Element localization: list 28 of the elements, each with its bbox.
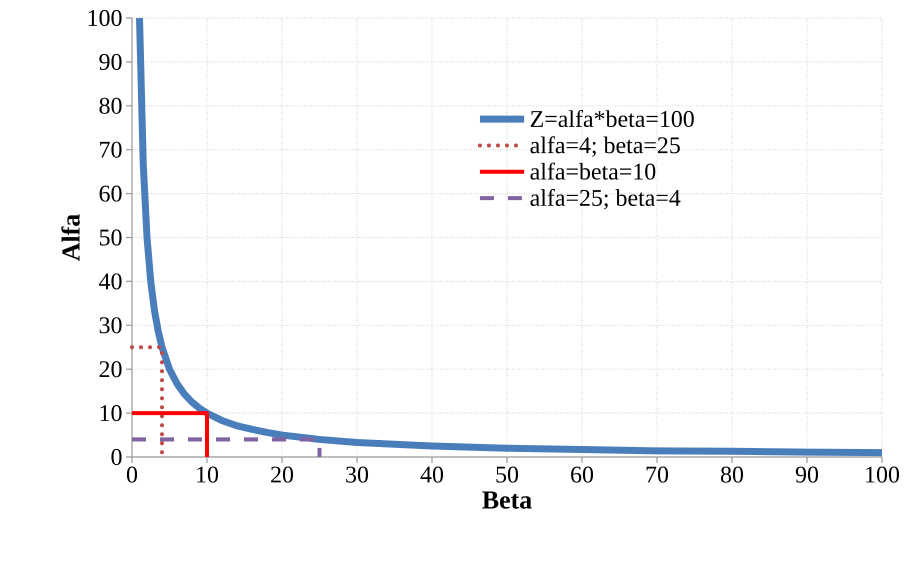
x-tick-label: 10	[197, 466, 218, 483]
y-axis-title: Alfa	[61, 214, 80, 261]
x-tick-label: 70	[646, 466, 668, 483]
x-tick-label: 100	[866, 466, 900, 483]
y-tick-label: 100	[88, 10, 122, 26]
legend-label: Z=alfa*beta=100	[530, 110, 694, 128]
x-tick-label: 80	[720, 466, 744, 483]
x-tick-label: 20	[271, 466, 294, 483]
y-tick-label: 20	[100, 361, 122, 378]
legend-label: alfa=25; beta=4	[530, 188, 680, 210]
y-tick-label: 30	[100, 317, 122, 334]
x-tick-label: 30	[346, 466, 368, 483]
legend-label: alfa=beta=10	[530, 162, 656, 180]
x-tick-label: 40	[420, 466, 444, 483]
y-tick-label: 10	[100, 405, 122, 422]
legend-label: alfa=4; beta=25	[530, 136, 680, 157]
y-tick-label: 70	[100, 142, 122, 158]
y-tick-label: 40	[99, 273, 122, 290]
y-tick-label: 50	[100, 229, 122, 246]
x-tick-label: 0	[126, 466, 138, 483]
x-tick-label: 50	[496, 466, 518, 483]
y-tick-label: 80	[99, 98, 122, 114]
y-tick-label: 90	[99, 54, 122, 70]
y-tick-label: 60	[100, 186, 122, 202]
x-tick-label: 90	[796, 466, 818, 483]
x-tick-label: 60	[571, 466, 594, 483]
x-axis-title: Beta	[482, 491, 532, 509]
y-tick-label: 0	[111, 448, 122, 466]
